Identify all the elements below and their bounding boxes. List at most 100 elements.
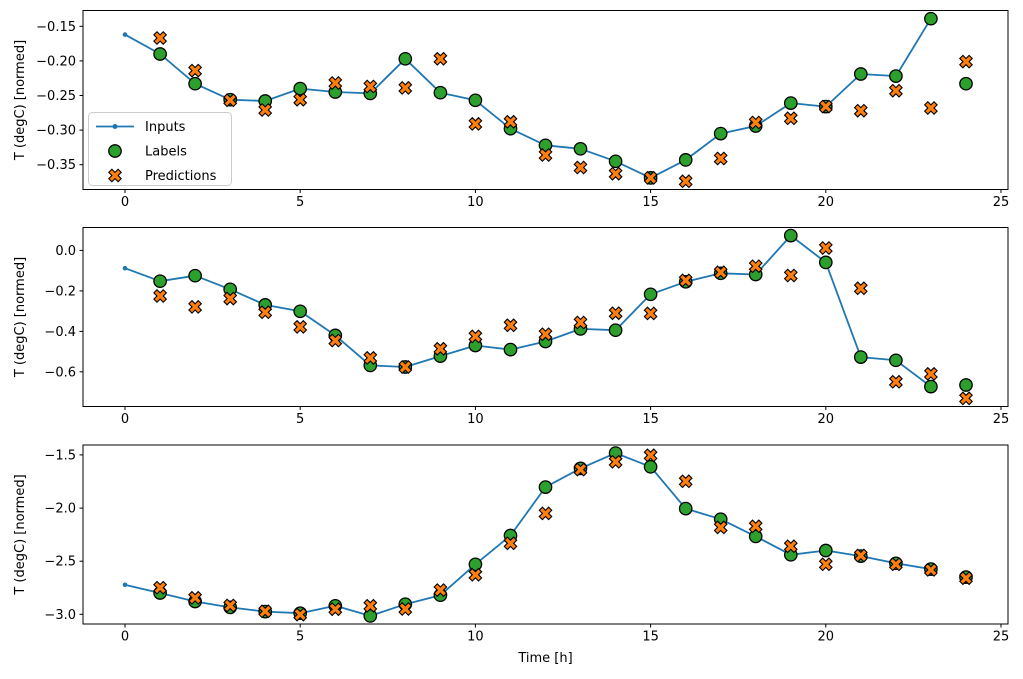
y-tick-label: −2.5 — [44, 555, 76, 570]
prediction-marker — [678, 273, 693, 288]
label-marker — [153, 274, 167, 289]
label-marker — [608, 154, 623, 169]
prediction-marker — [503, 114, 518, 129]
prediction-marker — [783, 268, 798, 283]
label-marker — [468, 557, 483, 572]
prediction-marker — [923, 562, 938, 577]
x-tick-label: 25 — [993, 412, 1010, 427]
subplot-top: 0 5 10 15 20 25 −0.15 −0.20 −0.25 −0.30 −0.35 T (de… — [13, 10, 1010, 210]
prediction-marker — [853, 548, 868, 563]
prediction-marker — [573, 160, 588, 175]
y-tick-label: −0.35 — [36, 158, 76, 173]
y-tick-label: −0.2 — [44, 284, 76, 299]
input-point-marker — [122, 32, 128, 37]
label-marker — [363, 609, 378, 623]
prediction-marker — [433, 341, 448, 356]
prediction-marker — [363, 79, 378, 94]
label-marker — [889, 353, 903, 368]
x-tick-label: 5 — [296, 630, 304, 645]
label-marker — [188, 268, 202, 283]
label-marker — [853, 350, 868, 364]
prediction-marker — [818, 240, 833, 256]
prediction-marker — [643, 306, 658, 321]
label-marker — [783, 96, 798, 110]
prediction-marker — [958, 391, 974, 406]
prediction-marker — [258, 305, 273, 320]
y-tick-label: −0.30 — [36, 124, 76, 139]
prediction-marker — [748, 519, 763, 534]
prediction-marker — [363, 350, 378, 365]
x-tick-label: 20 — [818, 630, 835, 645]
prediction-marker — [678, 174, 693, 189]
y-tick-label: −3.0 — [44, 608, 76, 623]
prediction-marker — [748, 115, 763, 130]
y-tick-label: −2.0 — [44, 502, 76, 517]
prediction-marker — [608, 454, 623, 469]
x-tick-label: 10 — [467, 630, 484, 645]
legend: Inputs Labels Predictions — [88, 112, 232, 186]
prediction-marker — [538, 147, 553, 163]
label-marker — [503, 342, 518, 357]
prediction-marker — [398, 601, 413, 617]
y-tick-label: −0.25 — [36, 89, 76, 104]
label-marker — [608, 323, 623, 338]
legend-item-label: Predictions — [145, 169, 217, 184]
axes-frame — [82, 444, 1009, 625]
prediction-marker — [818, 99, 833, 114]
prediction-marker — [818, 557, 833, 572]
legend-predictions-x-icon — [107, 168, 123, 183]
x-axis-label: Time [h] — [517, 651, 572, 666]
x-tick-label: 15 — [642, 195, 659, 210]
prediction-marker — [713, 520, 728, 535]
label-marker — [924, 379, 938, 394]
x-tick-label: 20 — [818, 195, 835, 210]
x-tick-label: 5 — [296, 412, 304, 427]
prediction-marker — [853, 281, 868, 296]
prediction-marker — [573, 462, 588, 477]
prediction-marker — [713, 265, 728, 280]
x-tick-label: 0 — [121, 630, 129, 645]
y-tick-label: −0.4 — [44, 325, 76, 340]
label-marker — [748, 529, 763, 544]
prediction-marker — [223, 291, 238, 306]
axes-frame — [82, 10, 1009, 190]
prediction-marker — [223, 598, 238, 613]
prediction-marker — [503, 536, 518, 551]
legend-labels-circle-icon — [108, 144, 122, 158]
prediction-marker — [643, 170, 658, 185]
y-tick-label: −1.5 — [44, 448, 76, 463]
prediction-marker — [573, 315, 588, 330]
prediction-marker — [468, 116, 483, 131]
x-tick-label: 0 — [121, 412, 129, 427]
label-marker — [853, 67, 868, 81]
legend-item-label: Labels — [145, 145, 187, 160]
prediction-marker — [608, 306, 623, 321]
prediction-marker — [153, 30, 168, 46]
label-marker — [573, 141, 588, 156]
prediction-marker — [923, 100, 938, 116]
label-marker — [924, 11, 938, 26]
prediction-marker — [538, 327, 553, 342]
prediction-marker — [398, 359, 413, 375]
prediction-marker — [468, 567, 483, 582]
prediction-marker — [713, 151, 728, 166]
prediction-marker — [153, 580, 168, 595]
x-tick-label: 0 — [121, 195, 129, 210]
prediction-marker — [678, 474, 693, 489]
prediction-marker — [363, 598, 378, 613]
label-marker — [293, 81, 308, 96]
prediction-marker — [643, 448, 658, 463]
x-tick-label: 25 — [993, 195, 1010, 210]
prediction-marker — [608, 166, 623, 181]
prediction-marker — [783, 539, 798, 554]
y-tick-label: 0.0 — [55, 244, 76, 259]
label-marker — [818, 255, 833, 270]
label-marker — [398, 51, 413, 66]
label-marker — [959, 378, 973, 392]
prediction-marker — [888, 374, 903, 389]
subplot-bottom: 0 5 10 15 20 25 −1.5 −2.0 −2.5 −3.0 T (degC) [norm… — [13, 444, 1009, 645]
prediction-marker — [433, 51, 448, 66]
prediction-marker — [468, 329, 483, 344]
